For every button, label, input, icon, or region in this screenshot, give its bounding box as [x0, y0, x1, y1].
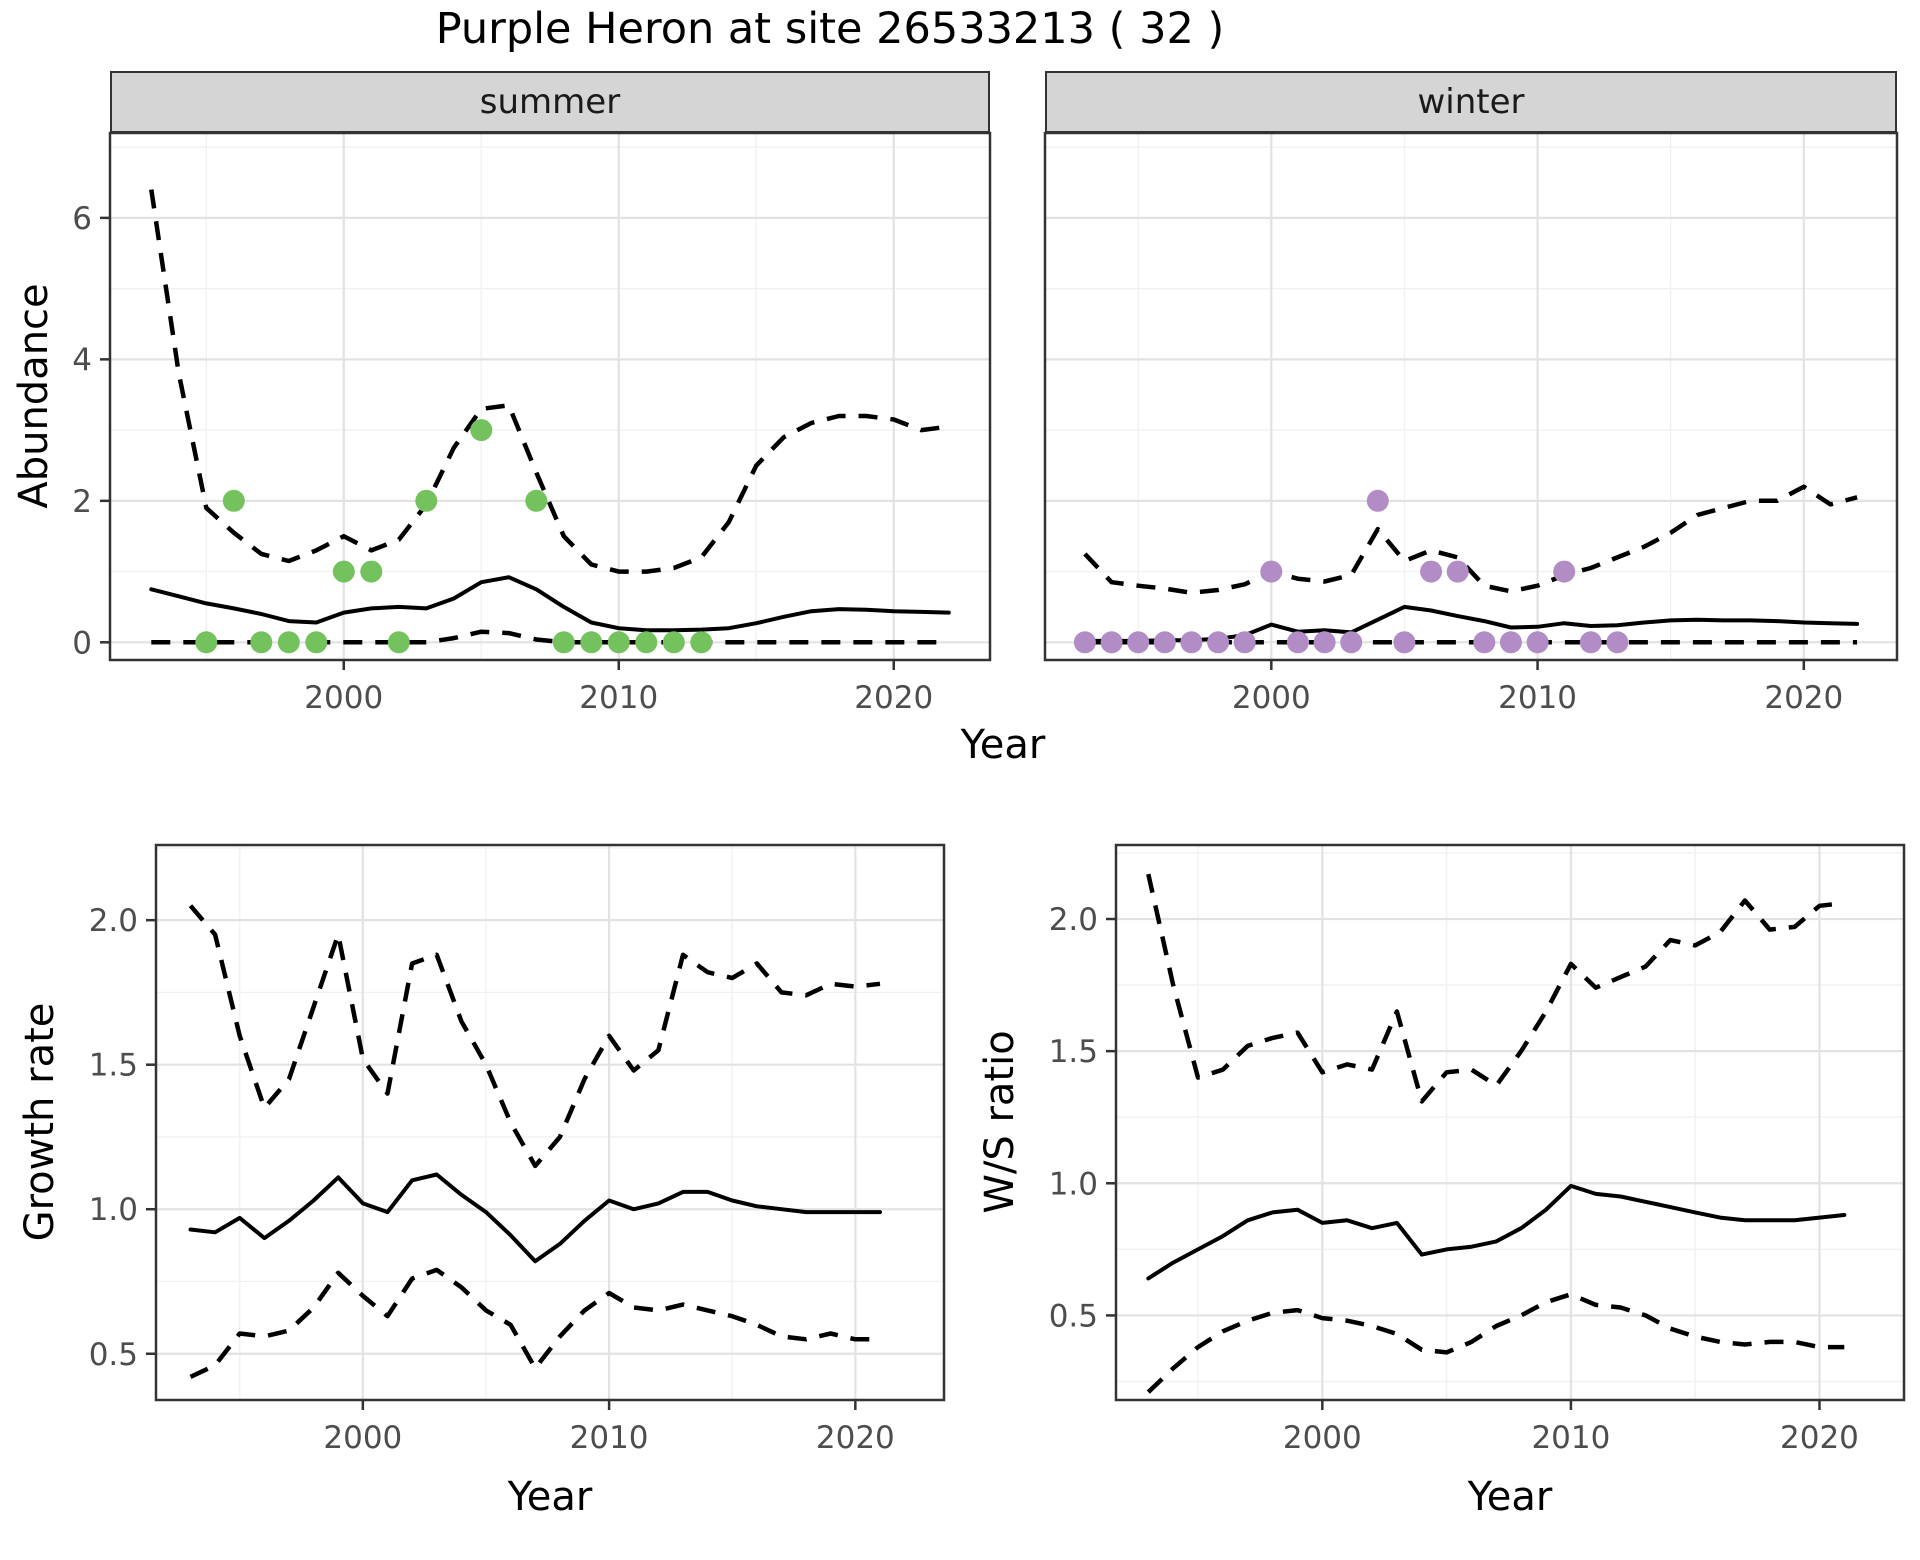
abundance_winter-observed-point [1606, 631, 1629, 654]
abundance_summer-panel-border [108, 131, 992, 662]
y-tick-label: 4 [72, 342, 92, 378]
abundance_winter-observed-point [1420, 560, 1443, 583]
abundance_summer-observed-point [415, 489, 438, 512]
x-tick-label: 2010 [1531, 1420, 1610, 1456]
abundance_summer-observed-point [580, 631, 603, 654]
facet-strip-winter-label: winter [1417, 82, 1525, 122]
growth_rate-median-line [188, 1172, 882, 1264]
x-tick-label: 2000 [1232, 680, 1311, 716]
abundance_summer-observed-point [470, 419, 493, 442]
abundance_summer-observed-point [635, 631, 658, 654]
panel-ws_ratio: 2000 2010 2020 0.5 1.0 1.5 2.0 [1049, 843, 1906, 1456]
growth-year-axis-title: Year [507, 1474, 593, 1520]
abundance_summer-observed-point [250, 631, 273, 654]
ws_ratio-panel-border [1114, 843, 1906, 1402]
x-tick-label: 2020 [854, 680, 933, 716]
panel-abundance_winter: 2000 2010 2020 [1043, 131, 1899, 716]
x-tick-label: 2020 [1780, 1420, 1859, 1456]
ws_ratio-lower_ci-line [1146, 1292, 1845, 1394]
abundance_summer-observed-point [387, 631, 410, 654]
x-tick-label: 2000 [323, 1420, 402, 1456]
abundance_winter-observed-point [1366, 489, 1389, 512]
growth_rate-lower_ci-line [189, 1267, 880, 1379]
abundance_summer-observed-point [195, 631, 218, 654]
growth_rate-upper_ci-line [188, 904, 881, 1169]
y-tick-label: 0.5 [1049, 1298, 1098, 1334]
panel-abundance_summer: 2000 2010 2020 0 2 4 6 [72, 131, 992, 716]
abundance_summer-upper_ci-line [149, 189, 950, 574]
abundance_summer-median-line [149, 575, 951, 633]
abundance_winter-observed-point [1100, 631, 1123, 654]
abundance_summer-observed-point [662, 631, 685, 654]
panel-growth_rate: 2000 2010 2020 0.5 1.0 1.5 2.0 [89, 843, 946, 1456]
y-tick-label: 1.5 [1049, 1034, 1098, 1070]
abundance_winter-observed-point [1393, 631, 1416, 654]
abundance_winter-observed-point [1446, 560, 1469, 583]
facet-strip-summer-label: summer [479, 82, 621, 122]
abundance_winter-observed-point [1260, 560, 1283, 583]
abundance_winter-observed-point [1340, 631, 1363, 654]
ws_ratio-upper_ci-line [1146, 873, 1845, 1104]
abundance_summer-observed-point [552, 631, 575, 654]
abundance_winter-observed-point [1499, 631, 1522, 654]
y-tick-label: 0 [72, 625, 92, 661]
abundance_winter-observed-point [1286, 631, 1309, 654]
y-tick-label: 6 [72, 201, 92, 237]
x-tick-label: 2000 [304, 680, 383, 716]
x-tick-label: 2000 [1283, 1420, 1362, 1456]
abundance_winter-median-line [1082, 604, 1860, 643]
ws-ratio-axis-title: W/S ratio [977, 1030, 1023, 1214]
abundance_winter-panel-border [1043, 131, 1899, 662]
growth_rate-panel-border [154, 843, 946, 1402]
abundance_summer-observed-point [525, 489, 548, 512]
abundance_winter-observed-point [1313, 631, 1336, 654]
abundance_summer-observed-point [360, 560, 383, 583]
abundance_winter-observed-point [1127, 631, 1150, 654]
abundance_summer-observed-point [222, 489, 245, 512]
y-tick-label: 2 [72, 484, 92, 520]
abundance_winter-observed-point [1153, 631, 1176, 654]
facet-strip-summer: summer [110, 71, 990, 133]
abundance_winter-observed-point [1233, 631, 1256, 654]
y-tick-label: 1.0 [1049, 1166, 1098, 1202]
abundance_summer-observed-point [690, 631, 713, 654]
abundance_summer-observed-point [332, 560, 355, 583]
abundance_winter-observed-point [1579, 631, 1602, 654]
abundance-axis-title: Abundance [11, 283, 57, 509]
y-tick-label: 0.5 [89, 1337, 138, 1373]
facet-strip-winter: winter [1045, 71, 1897, 133]
abundance_winter-observed-point [1207, 631, 1230, 654]
y-tick-label: 1.0 [89, 1192, 138, 1228]
abundance_winter-observed-point [1526, 631, 1549, 654]
y-tick-label: 2.0 [89, 903, 138, 939]
y-tick-label: 2.0 [1049, 902, 1098, 938]
figure-title: Purple Heron at site 26533213 ( 32 ) [435, 4, 1225, 54]
abundance_summer-observed-point [607, 631, 630, 654]
ws_ratio-median-line [1146, 1183, 1847, 1281]
top-year-axis-title: Year [960, 722, 1046, 768]
abundance_summer-observed-point [277, 631, 300, 654]
growth-rate-axis-title: Growth rate [17, 1002, 63, 1242]
abundance_winter-observed-point [1553, 560, 1576, 583]
abundance_winter-observed-point [1473, 631, 1496, 654]
x-tick-label: 2020 [816, 1420, 895, 1456]
ws-year-axis-title: Year [1467, 1474, 1553, 1520]
abundance_winter-observed-point [1073, 631, 1096, 654]
x-tick-label: 2010 [579, 680, 658, 716]
abundance_summer-observed-point [305, 631, 328, 654]
x-tick-label: 2010 [570, 1420, 649, 1456]
abundance_winter-upper_ci-line [1083, 484, 1858, 596]
abundance_winter-observed-point [1180, 631, 1203, 654]
x-tick-label: 2020 [1764, 680, 1843, 716]
y-tick-label: 1.5 [89, 1048, 138, 1084]
x-tick-label: 2010 [1498, 680, 1577, 716]
